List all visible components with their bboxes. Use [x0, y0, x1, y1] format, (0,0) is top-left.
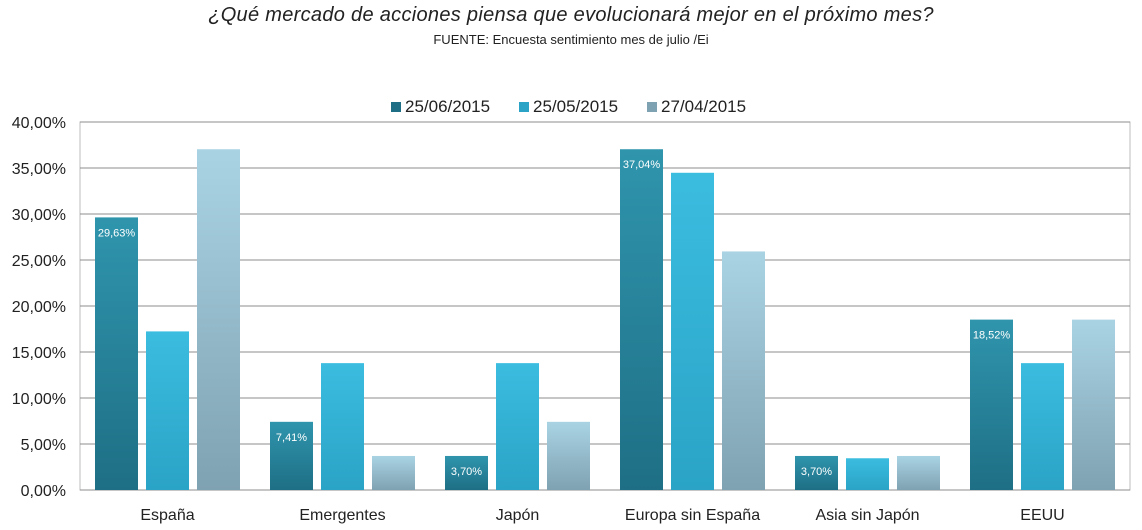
y-tick-label: 40,00% [12, 115, 66, 132]
bar-2 [1021, 363, 1064, 490]
data-label: 37,04% [623, 159, 661, 171]
bar-3 [1072, 319, 1115, 490]
x-category-label: EEUU [1020, 507, 1064, 524]
x-category-label: Japón [496, 507, 540, 524]
bar-1 [270, 421, 313, 490]
y-tick-label: 20,00% [12, 299, 66, 316]
y-tick-label: 15,00% [12, 345, 66, 362]
y-tick-label: 30,00% [12, 207, 66, 224]
data-label: 29,63% [98, 227, 136, 239]
y-tick-label: 25,00% [12, 253, 66, 270]
bar-2 [496, 363, 539, 490]
bar-2 [846, 458, 889, 490]
bar-1 [795, 455, 838, 490]
x-category-label: España [140, 507, 194, 524]
data-label: 18,52% [973, 330, 1011, 342]
y-tick-label: 35,00% [12, 161, 66, 178]
data-label: 3,70% [801, 466, 832, 478]
bar-2 [146, 331, 189, 490]
bar-1 [95, 217, 138, 491]
bar-1 [620, 149, 663, 490]
legend-label: 27/04/2015 [661, 97, 746, 116]
bar-1 [445, 455, 488, 490]
chart-subtitle: FUENTE: Encuesta sentimiento mes de juli… [433, 32, 709, 47]
legend-swatch [519, 102, 529, 112]
bar-3 [197, 149, 240, 490]
y-tick-label: 5,00% [21, 437, 66, 454]
x-category-label: Asia sin Japón [815, 507, 919, 524]
data-label: 3,70% [451, 466, 482, 478]
bar-3 [372, 455, 415, 490]
x-category-label: Europa sin España [625, 507, 760, 524]
bar-2 [321, 363, 364, 490]
legend-swatch [647, 102, 657, 112]
legend-label: 25/06/2015 [405, 97, 490, 116]
bar-3 [722, 251, 765, 490]
data-label: 7,41% [276, 432, 307, 444]
x-category-label: Emergentes [299, 507, 385, 524]
bar-2 [671, 172, 714, 490]
legend-swatch [391, 102, 401, 112]
y-tick-label: 0,00% [21, 483, 66, 500]
y-tick-label: 10,00% [12, 391, 66, 408]
bar-3 [547, 421, 590, 490]
legend-label: 25/05/2015 [533, 97, 618, 116]
bar-1 [970, 319, 1013, 490]
bar-3 [897, 455, 940, 490]
chart-title: ¿Qué mercado de acciones piensa que evol… [208, 4, 934, 26]
